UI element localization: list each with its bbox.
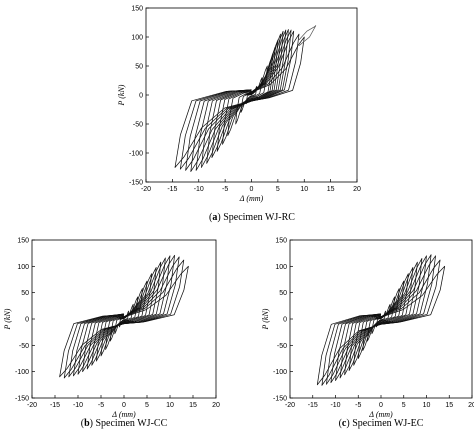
- panel-caption: (a) Specimen WJ-RC: [209, 212, 295, 223]
- hysteresis-loop-7: [211, 33, 281, 158]
- y-tick-label: 100: [17, 264, 29, 271]
- x-tick-label: -5: [222, 186, 228, 193]
- x-tick-label: -20: [27, 402, 37, 409]
- x-tick-label: 20: [353, 186, 361, 193]
- x-tick-label: 15: [189, 402, 197, 409]
- y-tick-label: -50: [277, 343, 287, 350]
- y-tick-label: 150: [17, 238, 29, 245]
- x-tick-label: 0: [122, 402, 126, 409]
- y-tick-label: -100: [129, 151, 143, 158]
- panel-caption: (c) Specimen WJ-EC: [339, 418, 424, 429]
- x-tick-label: 0: [250, 186, 254, 193]
- y-axis-label: P (kN): [3, 308, 12, 330]
- x-tick-label: 10: [166, 402, 174, 409]
- y-tick-label: -150: [129, 180, 143, 187]
- y-tick-label: 0: [139, 93, 143, 100]
- hysteresis-tail: [298, 25, 317, 46]
- hysteresis-curves: [316, 254, 446, 386]
- hysteresis-loop-12: [185, 30, 295, 171]
- y-tick-label: -100: [15, 369, 29, 376]
- y-tick-label: -150: [15, 396, 29, 403]
- x-tick-label: -5: [355, 402, 361, 409]
- x-tick-label: 0: [379, 402, 383, 409]
- y-tick-label: -150: [273, 396, 287, 403]
- hysteresis-loop-6: [353, 273, 409, 366]
- x-tick-label: 5: [402, 402, 406, 409]
- x-tick-label: 5: [276, 186, 280, 193]
- y-axis-label: P (kN): [261, 308, 270, 330]
- hysteresis-loop-2: [371, 303, 391, 335]
- y-tick-label: 0: [283, 317, 287, 324]
- y-axis-label: P (kN): [117, 84, 126, 106]
- x-tick-label: -10: [194, 186, 204, 193]
- x-tick-label: 15: [327, 186, 335, 193]
- hysteresis-loop-14: [174, 36, 305, 168]
- hysteresis-loop-5: [222, 47, 276, 145]
- x-axis-label: Δ (mm): [111, 410, 136, 419]
- x-axis-label: Δ (mm): [239, 194, 264, 203]
- hysteresis-curves: [174, 25, 317, 172]
- hysteresis-loop-1: [119, 310, 129, 328]
- x-tick-label: -20: [285, 402, 295, 409]
- x-tick-label: -20: [141, 186, 151, 193]
- y-tick-label: 100: [275, 264, 287, 271]
- chart-panel-c: -20 -15 -10 -5 0 5 10 15 20-150-100-50050100150Δ…: [261, 238, 474, 430]
- chart-panel-b: -20 -15 -10 -5 0 5 10 15 20-150-100-50050100150Δ…: [3, 238, 220, 430]
- x-tick-label: 20: [468, 402, 474, 409]
- x-tick-label: -10: [73, 402, 83, 409]
- hysteresis-loop-2: [240, 77, 263, 113]
- x-tick-label: 15: [445, 402, 453, 409]
- x-tick-label: 20: [212, 402, 220, 409]
- y-tick-label: 100: [131, 35, 143, 42]
- x-tick-label: 10: [300, 186, 308, 193]
- hysteresis-loop-14: [316, 265, 446, 386]
- panel-caption: (b) Specimen WJ-CC: [81, 418, 168, 429]
- y-tick-label: -50: [133, 122, 143, 129]
- x-tick-label: 5: [145, 402, 149, 409]
- hysteresis-loop-14: [59, 265, 189, 378]
- y-tick-label: 50: [21, 290, 29, 297]
- x-tick-label: -10: [330, 402, 340, 409]
- y-tick-label: 50: [279, 290, 287, 297]
- y-tick-label: -50: [19, 343, 29, 350]
- x-axis-label: Δ (mm): [368, 410, 393, 419]
- hysteresis-loop-2: [114, 303, 134, 335]
- y-tick-label: 150: [275, 238, 287, 245]
- y-tick-label: -100: [273, 369, 287, 376]
- hysteresis-loop-7: [348, 267, 414, 371]
- x-tick-label: -15: [50, 402, 60, 409]
- hysteresis-loop-1: [376, 310, 386, 328]
- x-tick-label: -15: [308, 402, 318, 409]
- hysteresis-curves: [59, 254, 189, 379]
- hysteresis-loop-6: [216, 39, 279, 152]
- chart-panel-a: -20 -15 -10 -5 0 5 10 15 20-150-100-50050100150Δ…: [117, 6, 361, 224]
- x-tick-label: -15: [167, 186, 177, 193]
- y-tick-label: 0: [25, 317, 29, 324]
- x-tick-label: 10: [423, 402, 431, 409]
- y-tick-label: 50: [135, 64, 143, 71]
- x-tick-label: -5: [98, 402, 104, 409]
- y-tick-label: 150: [131, 6, 143, 13]
